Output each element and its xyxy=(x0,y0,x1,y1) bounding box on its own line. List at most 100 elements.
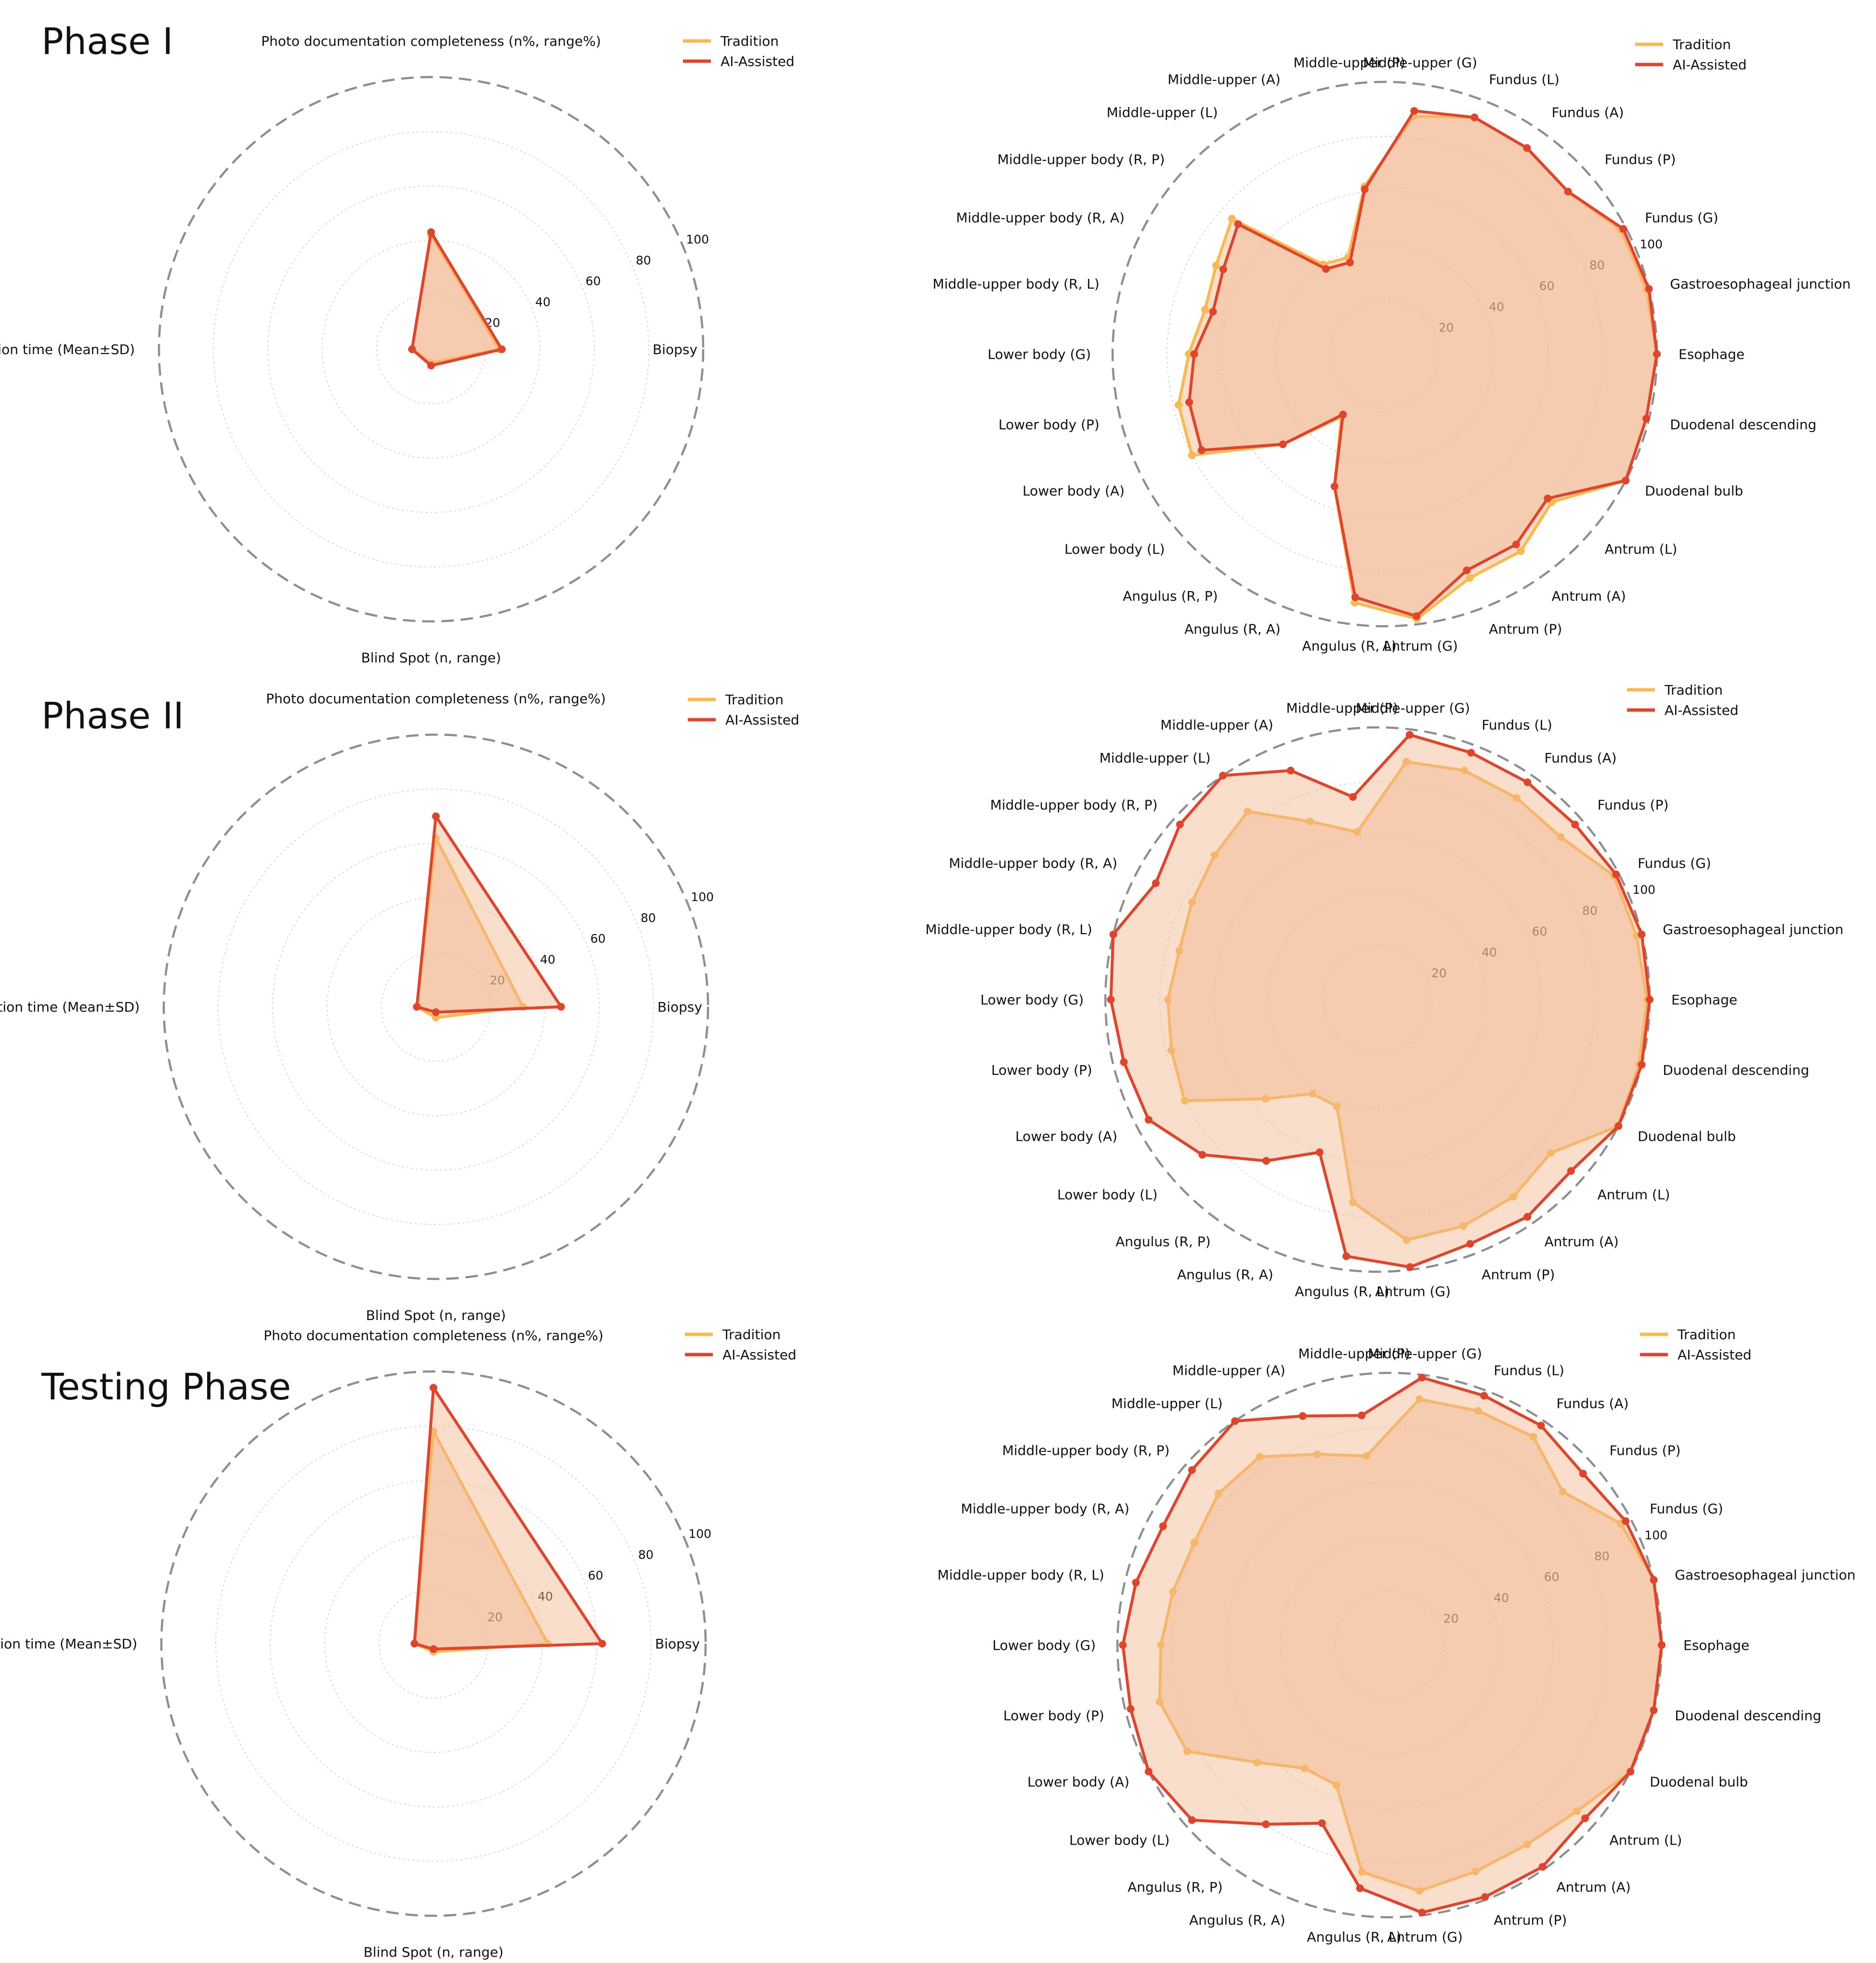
ai-assisted-series-point xyxy=(1144,1767,1153,1776)
tradition-series-point xyxy=(1313,1450,1321,1458)
ai-assisted-series-point xyxy=(1330,482,1338,490)
ai-assisted-series-point xyxy=(1198,1151,1207,1159)
category-label-lower-body-a: Lower body (A) xyxy=(1027,1774,1129,1790)
ai-assisted-series-point xyxy=(1219,772,1227,780)
category-label-middle-upper-body-r-l: Middle-upper body (R, L) xyxy=(925,922,1092,937)
tradition-series-area xyxy=(1179,116,1657,619)
tradition-series-point xyxy=(1228,215,1236,223)
ai-assisted-series-point xyxy=(408,345,416,353)
category-label-duodenal-bulb: Duodenal bulb xyxy=(1638,1129,1736,1145)
ai-assisted-series-point xyxy=(1318,1819,1326,1827)
category-label-lower-body-l: Lower body (L) xyxy=(1069,1832,1169,1848)
category-label-antrum-a: Antrum (A) xyxy=(1545,1234,1619,1250)
ai-assisted-series-point xyxy=(1262,1157,1270,1165)
outer-ring xyxy=(160,1370,707,1917)
tradition-series-point xyxy=(1333,1102,1341,1110)
tradition-series-point xyxy=(1306,817,1314,826)
category-label-lower-body-g: Lower body (G) xyxy=(993,1637,1096,1653)
tradition-series-point xyxy=(1332,1781,1340,1789)
category-label-fundus-p: Fundus (P) xyxy=(1610,1443,1681,1459)
category-label-antrum-l: Antrum (L) xyxy=(1610,1832,1682,1848)
category-label-photo-documentation-completeness-n-range: Photo documentation completeness (n%, ra… xyxy=(261,33,601,49)
ai-assisted-series-point xyxy=(598,1640,606,1647)
ai-assisted-series-point xyxy=(1523,144,1531,152)
ai-assisted-series-point xyxy=(413,1003,421,1011)
grid-circle xyxy=(381,952,491,1062)
legend: Tradition AI-Assisted xyxy=(1627,682,1739,718)
ai-assisted-series-point xyxy=(1262,1820,1270,1828)
ai-assisted-series-point xyxy=(1358,1411,1366,1420)
ai-assisted-series-point xyxy=(1523,1213,1532,1221)
ai-assisted-series-point xyxy=(1614,1122,1623,1130)
ai-assisted-series-point xyxy=(1185,398,1194,407)
ai-assisted-series-point xyxy=(430,1383,437,1392)
tradition-series-point xyxy=(1402,758,1410,766)
category-label-angulus-r-a: Angulus (R, A) xyxy=(1177,1266,1273,1282)
tradition-series-point xyxy=(1188,451,1196,460)
outer-ring xyxy=(157,76,705,623)
category-label-inspection-time-mean-sd: Inspection time (Mean±SD) xyxy=(0,342,135,357)
tradition-series-point xyxy=(1214,1489,1222,1498)
r-tick-label: 40 xyxy=(1489,300,1504,314)
phase-title-2: Phase II xyxy=(41,694,184,737)
radar-chart-4: 20 40 60 80 100 Esophage Gastroesophageal junc… xyxy=(925,682,1843,1300)
tradition-series-point xyxy=(1309,1090,1317,1098)
legend-label-tradition: Tradition xyxy=(1672,37,1731,53)
ai-assisted-series-point xyxy=(1342,1252,1351,1260)
ai-assisted-series-point xyxy=(1523,778,1532,786)
ai-assisted-series-point xyxy=(1650,1706,1658,1714)
ai-assisted-series-point xyxy=(1119,1641,1127,1649)
tradition-series-point xyxy=(1363,1452,1371,1460)
phase-title-1: Phase I xyxy=(41,20,173,63)
category-label-antrum-p: Antrum (P) xyxy=(1494,1912,1567,1928)
category-label-lower-body-p: Lower body (P) xyxy=(1003,1708,1104,1724)
category-label-antrum-p: Antrum (P) xyxy=(1489,621,1562,637)
tradition-series-point xyxy=(1261,1095,1270,1103)
category-label-middle-upper-body-r-p: Middle-upper body (R, P) xyxy=(997,152,1165,168)
tradition-series-point xyxy=(1244,807,1252,816)
r-tick-label: 100 xyxy=(1640,237,1663,251)
ai-assisted-series-point xyxy=(498,345,506,353)
ai-assisted-series-point xyxy=(432,812,440,820)
category-label-lower-body-l: Lower body (L) xyxy=(1057,1187,1157,1203)
category-label-angulus-r-a: Angulus (R, A) xyxy=(1184,621,1281,637)
category-label-middle-upper-a: Middle-upper (A) xyxy=(1160,717,1273,733)
legend-label-ai-assisted: AI-Assisted xyxy=(721,53,795,69)
grid-circle xyxy=(1221,190,1548,518)
tradition-series-point xyxy=(1358,1868,1366,1876)
ai-assisted-series-point xyxy=(1642,414,1651,422)
category-label-inspection-time-mean-sd: Inspection time (Mean±SD) xyxy=(0,999,140,1015)
legend: Tradition AI-Assisted xyxy=(1640,1327,1752,1363)
legend-label-ai-assisted: AI-Assisted xyxy=(725,712,800,728)
category-label-lower-body-p: Lower body (P) xyxy=(991,1062,1092,1078)
tradition-series-point xyxy=(1175,401,1183,409)
ai-assisted-series-point xyxy=(1351,593,1359,601)
tradition-series-point xyxy=(1557,833,1565,841)
tradition-series-point xyxy=(1175,947,1183,955)
ai-assisted-series-point xyxy=(1470,113,1479,121)
category-label-biopsy: Biopsy xyxy=(657,999,702,1015)
tradition-series-point xyxy=(1185,350,1193,358)
r-tick-label: 60 xyxy=(586,274,601,288)
grid-circle xyxy=(1159,781,1596,1218)
ai-assisted-series-point xyxy=(430,1645,437,1653)
legend-label-ai-assisted: AI-Assisted xyxy=(1673,57,1747,73)
ai-assisted-series-point xyxy=(1144,1116,1153,1124)
category-label-duodenal-descending: Duodenal descending xyxy=(1663,1062,1809,1078)
category-label-gastroesophageal-junction: Gastroesophageal junction xyxy=(1670,276,1850,292)
tradition-series-point xyxy=(1253,1758,1261,1766)
category-label-fundus-a: Fundus (A) xyxy=(1557,1396,1629,1411)
ai-assisted-series-point xyxy=(1152,879,1160,887)
category-label-antrum-g: Antrum (G) xyxy=(1382,638,1458,654)
tradition-series-point xyxy=(1415,1395,1423,1403)
grid-circle xyxy=(213,131,649,567)
ai-assisted-series-point xyxy=(1638,930,1646,938)
r-tick-label: 100 xyxy=(1632,883,1655,897)
ai-assisted-series-point xyxy=(1132,1579,1140,1587)
tradition-series-point xyxy=(1190,1539,1198,1547)
ai-assisted-series-point xyxy=(1564,187,1572,196)
ai-assisted-series-point xyxy=(1538,1863,1547,1871)
category-label-middle-upper-g: Middle-upper (G) xyxy=(1368,1345,1482,1361)
ai-assisted-series-point xyxy=(1418,1373,1426,1382)
r-tick-label: 40 xyxy=(538,1589,553,1603)
